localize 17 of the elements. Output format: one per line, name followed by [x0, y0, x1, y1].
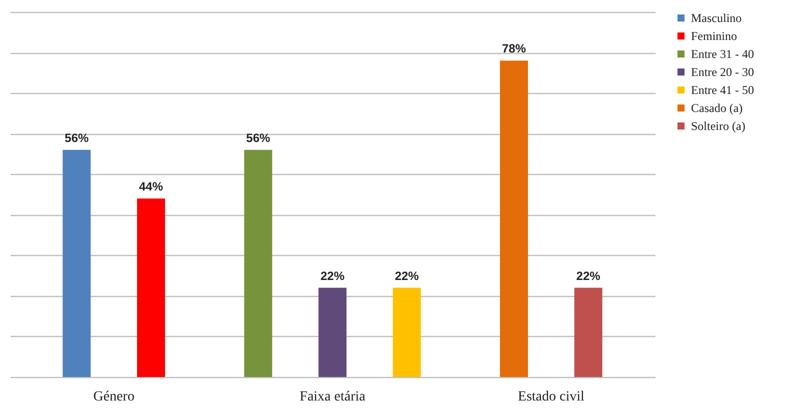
- x-tick-label: Género: [93, 390, 134, 404]
- legend-label: Entre 20 - 30: [691, 65, 754, 79]
- legend-label: Feminino: [691, 29, 738, 43]
- data-label: 78%: [502, 42, 526, 56]
- data-label: 44%: [139, 180, 164, 194]
- legend-label: Solteiro (a): [691, 119, 746, 133]
- data-label: 22%: [576, 268, 601, 283]
- x-tick-label: Faixa etária: [300, 390, 366, 404]
- data-label: 56%: [64, 130, 90, 145]
- legend-label: Entre 31 - 40: [691, 47, 754, 61]
- x-tick-label: Estado civil: [518, 390, 584, 404]
- data-label: 22%: [320, 268, 345, 283]
- data-label: 56%: [246, 130, 270, 145]
- legend-label: Entre 41 - 50: [691, 83, 754, 97]
- data-label: 22%: [394, 268, 420, 283]
- legend-label: Casado (a): [691, 101, 743, 115]
- legend-label: Masculino: [691, 11, 742, 25]
